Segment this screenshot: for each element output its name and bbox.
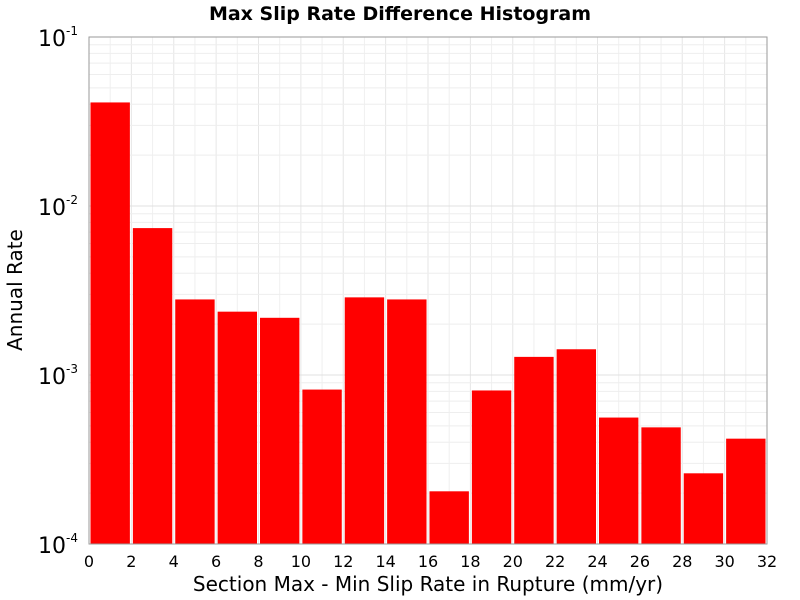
bar-4 — [260, 317, 300, 544]
bar-12 — [599, 417, 639, 544]
bar-5 — [302, 389, 342, 544]
bar-9 — [471, 390, 512, 544]
x-tick-label-13: 26 — [630, 552, 650, 571]
bar-11 — [556, 349, 597, 544]
x-tick-label-8: 16 — [418, 552, 438, 571]
x-tick-label-9: 18 — [460, 552, 480, 571]
y-tick-label-0: 10-4 — [38, 531, 78, 559]
x-tick-label-7: 14 — [375, 552, 395, 571]
bars — [90, 102, 766, 544]
x-tick-labels: 0 2 4 6 8 10 12 14 16 18 20 22 24 26 28 30 32 — [84, 552, 777, 571]
x-tick-label-4: 8 — [253, 552, 263, 571]
x-tick-label-16: 32 — [757, 552, 777, 571]
x-tick-label-1: 2 — [126, 552, 136, 571]
x-tick-label-12: 24 — [587, 552, 607, 571]
bar-7 — [387, 299, 427, 544]
bar-1 — [132, 228, 173, 544]
x-tick-label-15: 30 — [714, 552, 734, 571]
x-tick-label-6: 12 — [333, 552, 353, 571]
x-tick-label-0: 0 — [84, 552, 94, 571]
y-axis-label: Annual Rate — [3, 229, 27, 351]
plot-border — [88, 36, 768, 545]
bar-0 — [90, 102, 130, 544]
bar-15 — [726, 438, 766, 544]
x-tick-label-2: 4 — [169, 552, 179, 571]
x-tick-label-11: 22 — [545, 552, 565, 571]
bar-13 — [641, 427, 681, 544]
bar-14 — [683, 473, 724, 544]
bar-6 — [344, 297, 385, 544]
x-tick-label-3: 6 — [211, 552, 221, 571]
x-axis-label: Section Max - Min Slip Rate in Rupture (… — [193, 572, 663, 596]
y-tick-label-2: 10-2 — [38, 193, 78, 221]
x-tick-label-14: 28 — [672, 552, 692, 571]
bar-10 — [514, 356, 554, 544]
chart-title: Max Slip Rate Difference Histogram — [209, 3, 591, 25]
y-tick-labels: 10-4 10-3 10-2 10-1 — [38, 24, 78, 559]
bar-3 — [217, 311, 258, 544]
x-tick-label-10: 20 — [503, 552, 523, 571]
y-tick-label-3: 10-1 — [38, 24, 78, 52]
y-tick-label-1: 10-3 — [38, 362, 78, 390]
bar-8 — [429, 491, 469, 544]
bar-2 — [175, 299, 215, 544]
x-tick-label-5: 10 — [291, 552, 311, 571]
